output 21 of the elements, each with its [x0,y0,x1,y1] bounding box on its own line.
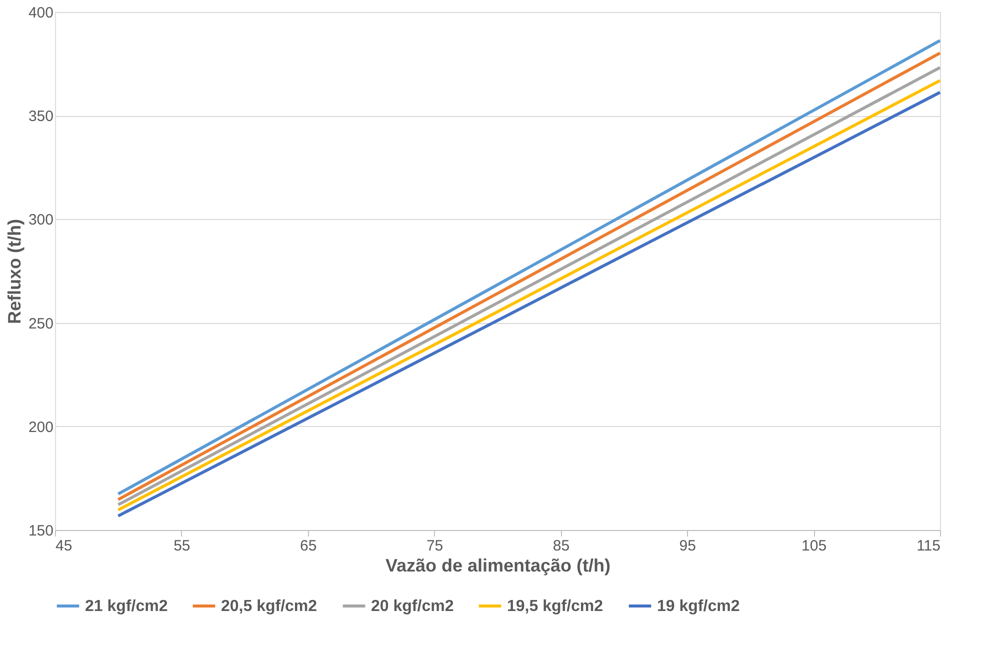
y-tick-label: 300 [28,212,54,229]
x-tick-label: 65 [300,538,317,554]
legend-label: 20,5 kgf/cm2 [221,598,318,615]
x-tick-label: 75 [426,538,444,554]
x-tick-label: 85 [552,538,570,554]
x-tick-label: 95 [679,538,696,554]
y-tick-label: 150 [28,522,54,540]
x-axis-title: Vazão de alimentação (t/h) [385,556,611,576]
x-tick-label: 55 [174,538,190,554]
y-tick-label: 350 [28,108,54,126]
legend-label: 21 kgf/cm2 [85,598,168,615]
legend-label: 19,5 kgf/cm2 [507,598,604,615]
x-tick-label: 115 [916,538,940,554]
legend-label: 19 kgf/cm2 [657,598,740,615]
y-tick-label: 250 [28,315,54,332]
y-tick-label: 400 [28,4,54,22]
y-axis-title: Refluxo (t/h) [4,219,24,324]
x-tick-label: 45 [56,538,72,554]
legend-label: 20 kgf/cm2 [371,598,454,615]
x-tick-label: 105 [802,538,827,554]
y-tick-label: 200 [28,418,54,436]
